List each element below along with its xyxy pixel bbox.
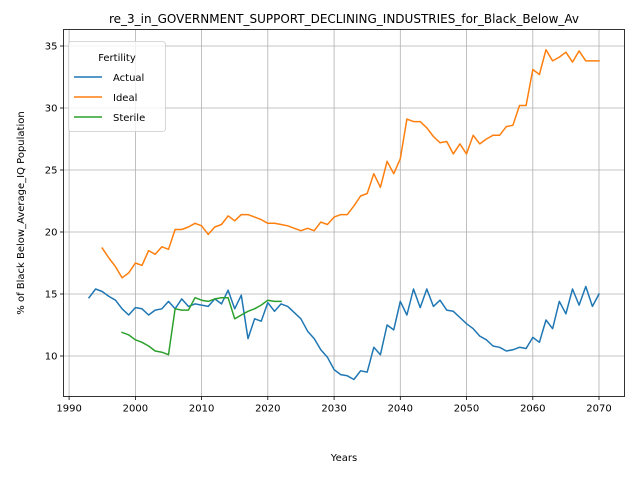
series-line-ideal <box>101 48 600 279</box>
x-tick-label: 1990 <box>56 404 81 415</box>
x-axis: 1990 2000 2010 2020 2030 2040 2050 2060 2070 <box>56 396 612 415</box>
series-line-sterile <box>121 296 282 356</box>
legend-items: Actual Ideal Sterile <box>74 73 145 124</box>
x-tick-label: 2020 <box>255 404 280 415</box>
legend-box <box>68 41 166 132</box>
x-tick-label: 2050 <box>454 404 479 415</box>
series-line-actual <box>87 285 601 381</box>
y-tick-label: 35 <box>45 42 58 53</box>
legend-label-ideal: Ideal <box>113 93 137 104</box>
x-axis-label: Years <box>330 453 357 464</box>
y-tick-label: 25 <box>45 166 58 177</box>
chart-title: re_3_in_GOVERNMENT_SUPPORT_DECLINING_IND… <box>109 12 579 26</box>
y-tick-label: 10 <box>45 352 58 363</box>
y-tick-label: 15 <box>45 290 58 301</box>
x-tick-label: 2040 <box>388 404 413 415</box>
grid-lines <box>63 29 625 397</box>
plot-frame <box>63 29 625 397</box>
x-tick-label: 2010 <box>189 404 214 415</box>
legend: Fertility Actual Ideal Sterile <box>68 41 166 132</box>
legend-label-sterile: Sterile <box>113 113 145 124</box>
x-tick-label: 2060 <box>520 404 545 415</box>
y-tick-label: 20 <box>45 228 58 239</box>
legend-label-actual: Actual <box>113 73 144 84</box>
y-axis-label: % of Black Below_Average_IQ Population <box>16 111 27 314</box>
series-layer <box>87 48 601 381</box>
legend-title: Fertility <box>98 53 136 64</box>
y-axis: 10 15 20 25 30 35 <box>45 42 64 363</box>
x-tick-label: 2030 <box>321 404 346 415</box>
y-tick-label: 30 <box>45 104 58 115</box>
x-tick-label: 2070 <box>586 404 611 415</box>
x-tick-label: 2000 <box>123 404 148 415</box>
